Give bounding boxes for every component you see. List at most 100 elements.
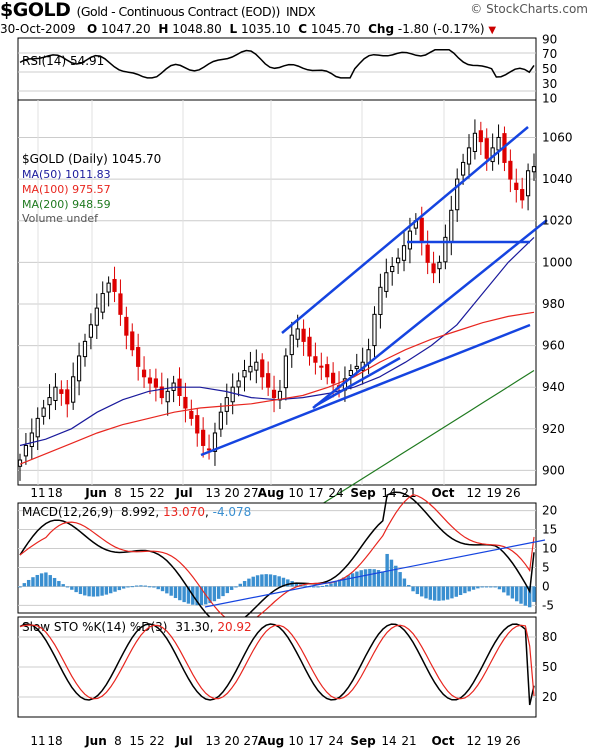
macd-hist-bar bbox=[510, 586, 515, 599]
candle-body bbox=[53, 386, 58, 402]
x-tick-label: 19 bbox=[486, 734, 501, 748]
macd-hist-bar bbox=[294, 582, 299, 587]
price-tick-label: 980 bbox=[542, 297, 565, 311]
sto-gridlines bbox=[18, 636, 536, 698]
candle-body bbox=[82, 340, 88, 358]
x-tick-label: 19 bbox=[486, 486, 501, 500]
ma100-line bbox=[19, 311, 535, 465]
candle-body bbox=[384, 272, 389, 292]
candle-body bbox=[195, 415, 200, 434]
x-tick-label: 10 bbox=[288, 486, 303, 500]
x-tick-label: 13 bbox=[205, 734, 220, 748]
x-tick-label: Aug bbox=[258, 734, 284, 748]
macd-hist-bar bbox=[428, 586, 433, 600]
x-tick-label: Jul bbox=[174, 486, 192, 500]
macd-hist-bar bbox=[178, 586, 182, 601]
macd-hist-bar bbox=[385, 553, 389, 587]
macd-hist-bar bbox=[337, 579, 342, 587]
x-tick-label: 12 bbox=[466, 734, 481, 748]
macd-hist-bar bbox=[39, 573, 44, 587]
macd-hist-bar bbox=[515, 586, 519, 602]
macd-hist-bar bbox=[143, 585, 147, 587]
macd-hist-bar bbox=[454, 586, 458, 597]
macd-hist-bar bbox=[502, 586, 506, 593]
macd-hist-bar bbox=[497, 586, 502, 590]
candle-body bbox=[59, 389, 64, 394]
macd-hist-bar bbox=[31, 577, 35, 587]
candle-body bbox=[407, 230, 413, 250]
macd-hist-bar bbox=[121, 586, 126, 589]
candle-body bbox=[460, 161, 466, 176]
macd-hist-bar bbox=[402, 578, 407, 587]
price-gridlines bbox=[18, 136, 536, 471]
candle-body bbox=[319, 365, 324, 368]
x-axis-price: 11 18 Jun 8 15 22 Jul 13 20 27 Aug 10 17 24 Sep 14 21 Oct… bbox=[30, 486, 520, 500]
instrument-name: (Gold - Continuous Contract (EOD)) bbox=[76, 4, 280, 19]
macd-hist-bar bbox=[229, 586, 234, 590]
candle-body bbox=[396, 257, 401, 264]
rsi-tick-label: 90 bbox=[542, 32, 557, 46]
candle-body bbox=[141, 369, 147, 378]
macd-hist-bar bbox=[242, 581, 247, 587]
candle-body bbox=[478, 130, 483, 143]
macd-label-prefix: MACD(12,26,9) bbox=[22, 505, 113, 519]
macd-hist-bar bbox=[74, 586, 78, 593]
macd-label: MACD(12,26,9) 8.992, 13.070, -4.078 bbox=[22, 505, 251, 519]
x-tick-label: 13 bbox=[205, 486, 220, 500]
macd-hist-bar bbox=[480, 586, 484, 588]
macd-tick-label: 5 bbox=[542, 560, 550, 574]
candle-body bbox=[106, 282, 111, 293]
candle-body bbox=[354, 365, 359, 370]
x-tick-label: 18 bbox=[47, 734, 62, 748]
sto-label-prefix: Slow STO %K(14) %D(3) bbox=[22, 620, 168, 634]
macd-hist-bar bbox=[100, 586, 104, 596]
macd-hist-bar bbox=[234, 586, 238, 588]
macd-hist-bar bbox=[160, 586, 165, 592]
x-tick-label: Oct bbox=[431, 734, 454, 748]
macd-hist-bar bbox=[411, 586, 415, 592]
x-tick-label: Sep bbox=[350, 734, 376, 748]
candle-body bbox=[449, 209, 454, 243]
x-tick-label: 26 bbox=[505, 734, 520, 748]
macd-hist-bar bbox=[251, 576, 255, 587]
rsi-label: RSI(14) 54.91 bbox=[22, 54, 104, 68]
macd-hist-bar bbox=[186, 586, 191, 604]
macd-hist-bar bbox=[195, 586, 199, 606]
macd-value: 8.992 bbox=[121, 505, 155, 519]
macd-hist-bar bbox=[48, 575, 52, 587]
x-tick-label: Oct bbox=[431, 486, 454, 500]
macd-hist-bar bbox=[260, 574, 264, 587]
chg-label: Chg bbox=[368, 22, 395, 36]
macd-hist-bar bbox=[238, 583, 242, 587]
macd-hist-bar bbox=[342, 577, 346, 587]
x-tick-label: 24 bbox=[328, 734, 343, 748]
macd-line bbox=[19, 491, 535, 627]
x-tick-label: Jun bbox=[84, 486, 107, 500]
price-panel: $GOLD (Daily) 1045.70 MA(50) 1011.83 MA(… bbox=[17, 99, 573, 517]
candle-body bbox=[266, 373, 271, 388]
macd-hist-bar bbox=[519, 586, 523, 604]
macd-hist-bar bbox=[130, 586, 135, 588]
x-tick-label: 18 bbox=[47, 486, 62, 500]
macd-hist-bar bbox=[78, 586, 83, 595]
rsi-tick-label: 30 bbox=[542, 77, 557, 91]
x-tick-label: 27 bbox=[243, 734, 258, 748]
macd-hist-bar bbox=[147, 586, 152, 588]
candle-body bbox=[136, 347, 141, 367]
x-tick-label: 26 bbox=[505, 486, 520, 500]
macd-hist-bar bbox=[70, 586, 74, 590]
sto-tick-label: 80 bbox=[542, 630, 557, 644]
x-tick-label: 20 bbox=[224, 734, 239, 748]
macd-hist-bar bbox=[35, 574, 39, 587]
open-label: O bbox=[87, 22, 98, 36]
candle-body bbox=[531, 166, 537, 173]
macd-hist-bar bbox=[255, 575, 260, 587]
macd-hist-bar bbox=[104, 586, 109, 595]
candle-body bbox=[130, 331, 135, 351]
macd-hist-bar bbox=[277, 576, 281, 587]
macd-hist-bar bbox=[398, 572, 402, 587]
macd-hist-bar bbox=[312, 586, 316, 588]
candle-body bbox=[254, 361, 259, 371]
price-tick-label: 960 bbox=[542, 339, 565, 353]
